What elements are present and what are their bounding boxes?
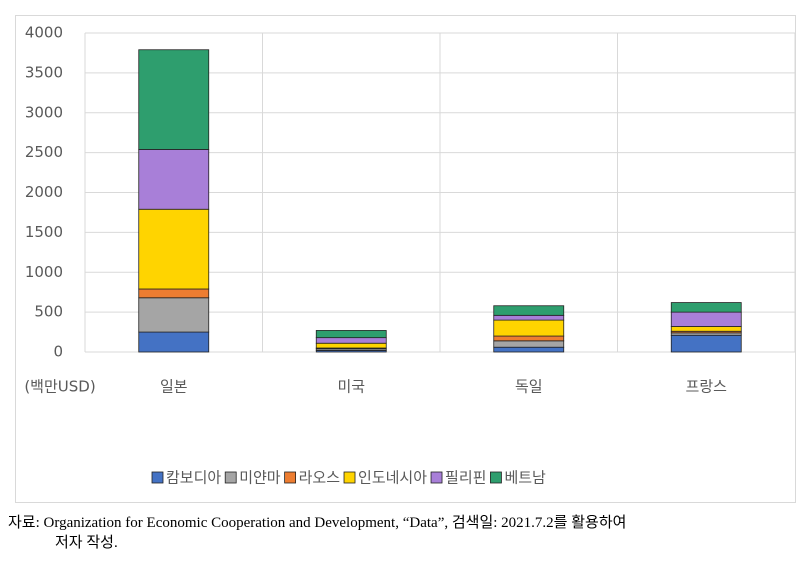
bar-segment [493, 305, 565, 316]
bar-segment [138, 331, 210, 353]
legend-swatch [490, 471, 502, 484]
legend-swatch [224, 471, 237, 484]
legend-label: 캄보디아 [166, 469, 221, 487]
legend-swatch [151, 471, 164, 484]
legend-label: 라오스 [299, 469, 341, 487]
x-tick-label: 독일 [515, 378, 543, 396]
source-note: 자료: Organization for Economic Cooperatio… [8, 513, 803, 553]
y-tick-label: 4000 [25, 24, 63, 42]
legend-label: 필리핀 [445, 469, 486, 487]
bar-segment [138, 288, 210, 299]
chart: (백만USD) 0 500 1000 1500 2000 2500 3000 3500 4000… [15, 15, 796, 503]
x-tick-label: 일본 [160, 378, 188, 396]
bar-segment [138, 208, 210, 290]
bar-segment [315, 342, 387, 349]
bar-segment [315, 330, 387, 339]
bar-segment [138, 149, 210, 210]
bar-segment [670, 302, 742, 313]
bar-segment [138, 49, 210, 150]
y-tick-label: 1000 [25, 263, 63, 281]
source-line: 자료: Organization for Economic Cooperatio… [8, 515, 627, 531]
y-tick-label: 1500 [25, 223, 63, 241]
y-tick-label: 3500 [25, 63, 63, 81]
y-tick-label: 0 [53, 343, 63, 361]
y-tick-label: 500 [34, 303, 63, 321]
y-axis-label: (백만USD) [24, 378, 95, 396]
bar-segment [493, 340, 565, 348]
legend-swatch [430, 471, 443, 484]
bar-segment [315, 337, 387, 344]
bar-segment [493, 335, 565, 342]
legend-swatch [343, 471, 356, 484]
legend-label: 베트남 [504, 469, 546, 487]
legend-label: 미얀마 [239, 469, 281, 487]
y-tick-label: 2000 [25, 183, 63, 201]
y-tick-label: 3000 [25, 103, 63, 121]
x-tick-label: 프랑스 [686, 378, 728, 396]
legend-label: 인도네시아 [358, 469, 427, 487]
bar-segment [493, 319, 565, 337]
bar-segment [670, 326, 742, 332]
bar-segment [138, 297, 210, 333]
source-line: 저자 작성. [55, 535, 118, 551]
bar-segment [670, 311, 742, 327]
bar-segment [670, 334, 742, 353]
bar-segment [493, 314, 565, 321]
legend-swatch [284, 471, 297, 484]
bar-segment [493, 346, 565, 353]
chart-border [15, 15, 796, 503]
y-tick-label: 2500 [25, 143, 63, 161]
x-tick-label: 미국 [337, 378, 365, 396]
